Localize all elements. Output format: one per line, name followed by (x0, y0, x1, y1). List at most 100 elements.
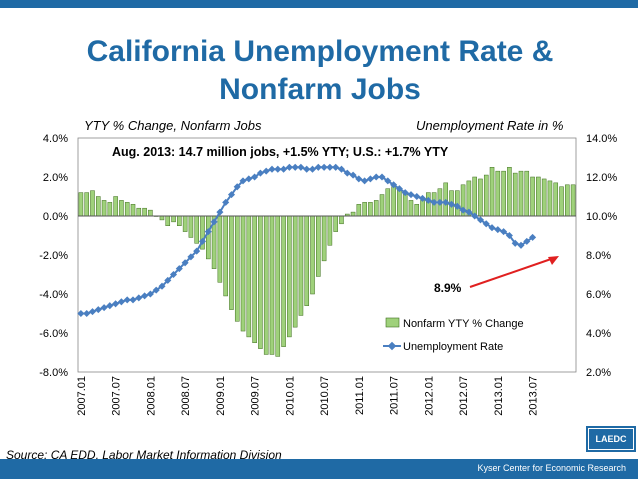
footer-bar: Kyser Center for Economic Research (0, 459, 638, 479)
bar-51 (373, 200, 379, 217)
bar-28 (240, 215, 246, 332)
x-tick-label: 2011.07 (389, 376, 401, 415)
line-point-41 (314, 163, 322, 171)
line-point-13 (152, 286, 160, 294)
bar-33 (269, 215, 275, 355)
left-tick-label: 4.0% (43, 133, 68, 145)
callout-arrowhead (548, 256, 559, 265)
chart-annotation: Aug. 2013: 14.7 million jobs, +1.5% YTY;… (112, 145, 449, 159)
bar-76 (518, 170, 524, 217)
right-tick-label: 4.0% (586, 328, 611, 340)
line-point-3 (94, 306, 102, 314)
bar-17 (177, 215, 182, 226)
line-point-55 (395, 185, 403, 193)
left-tick-label: 2.0% (43, 172, 68, 184)
left-tick-label: -8.0% (39, 367, 68, 379)
line-point-42 (320, 163, 328, 171)
line-point-38 (297, 163, 305, 171)
bar-26 (229, 215, 234, 310)
bar-44 (333, 215, 338, 232)
bar-54 (391, 186, 396, 217)
legend-line-label: Unemployment Rate (403, 341, 503, 353)
bar-81 (547, 180, 553, 217)
right-tick-label: 14.0% (586, 133, 617, 145)
title-line-1: California Unemployment Rate & (86, 35, 554, 68)
left-tick-label: -2.0% (39, 250, 68, 262)
line-point-45 (337, 165, 346, 173)
line-point-33 (268, 165, 276, 173)
bar-50 (368, 202, 373, 217)
bar-80 (541, 178, 547, 217)
line-point-52 (378, 173, 386, 181)
bar-70 (483, 174, 489, 217)
bar-15 (165, 215, 171, 226)
right-tick-label: 12.0% (586, 172, 617, 184)
line-point-75 (511, 239, 519, 247)
line-point-49 (361, 177, 369, 185)
bar-30 (252, 215, 257, 343)
x-tick-label: 2008.07 (180, 376, 192, 416)
bar-11 (142, 207, 147, 217)
line-point-21 (198, 237, 207, 245)
line-point-8 (123, 296, 131, 304)
line-point-63 (442, 198, 450, 206)
line-point-65 (453, 202, 461, 210)
legend: Nonfarm YTY % Change Unemployment Rate (383, 317, 524, 353)
line-point-68 (471, 212, 479, 220)
x-tick-label: 2010.01 (284, 376, 296, 416)
title-line-2: Nonfarm Jobs (219, 73, 421, 106)
line-point-11 (141, 292, 149, 300)
bar-57 (408, 200, 414, 217)
line-point-69 (476, 216, 485, 224)
bar-74 (507, 167, 512, 217)
bar-75 (512, 172, 518, 217)
bar-45 (339, 215, 344, 225)
right-axis-caption: Unemployment Rate in % (416, 118, 564, 133)
x-tick-label: 2009.01 (215, 376, 227, 416)
right-tick-label: 10.0% (586, 211, 617, 223)
callout-arrow (469, 257, 555, 288)
bar-55 (397, 188, 402, 217)
right-tick-label: 2.0% (586, 367, 611, 379)
bar-29 (246, 215, 252, 338)
bar-20 (194, 215, 199, 244)
bar-53 (385, 188, 391, 217)
line-point-46 (343, 169, 351, 177)
line-point-27 (233, 183, 241, 191)
bar-84 (565, 184, 570, 217)
bar-52 (379, 194, 385, 217)
bar-2 (90, 190, 95, 217)
bar-79 (536, 176, 541, 217)
bar-6 (113, 196, 118, 217)
bar-40 (310, 215, 315, 295)
line-point-77 (523, 237, 531, 245)
line-point-30 (251, 173, 259, 181)
right-tick-label: 8.0% (586, 250, 611, 262)
line-point-18 (181, 259, 189, 267)
line-point-36 (285, 163, 293, 171)
bar-47 (350, 211, 356, 217)
line-point-22 (204, 228, 212, 236)
bar-25 (223, 215, 228, 297)
page-title: California Unemployment Rate & Nonfarm J… (60, 33, 580, 109)
line-point-15 (164, 276, 172, 284)
bar-7 (119, 200, 124, 217)
line-point-64 (447, 200, 456, 208)
bar-82 (553, 182, 559, 217)
line-point-37 (291, 163, 299, 171)
line-point-61 (430, 198, 438, 206)
bar-48 (356, 204, 362, 217)
line-point-40 (308, 165, 317, 173)
left-tick-label: -4.0% (39, 289, 68, 301)
bar-41 (316, 215, 321, 277)
line-point-31 (256, 169, 264, 177)
x-tick-label: 2013.01 (493, 376, 505, 416)
x-tick-label: 2009.07 (250, 376, 262, 416)
line-point-62 (436, 198, 444, 206)
legend-line-marker (387, 341, 397, 351)
line-point-57 (407, 191, 415, 199)
bar-58 (414, 204, 420, 217)
bar-31 (258, 215, 263, 349)
line-point-6 (112, 300, 120, 308)
